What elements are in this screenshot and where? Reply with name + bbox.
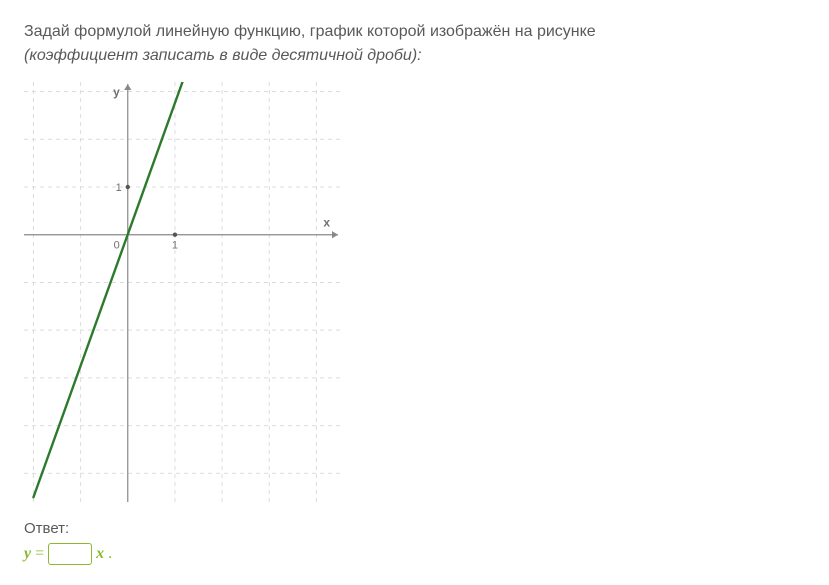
answer-period: . bbox=[108, 545, 112, 563]
answer-lhs-var: y bbox=[24, 545, 31, 563]
svg-text:1: 1 bbox=[172, 240, 178, 252]
answer-rhs-var: x bbox=[96, 545, 104, 563]
coefficient-input[interactable] bbox=[48, 543, 92, 565]
problem-main: Задай формулой линейную функцию, график … bbox=[24, 20, 805, 44]
linear-function-chart: 0 1 1 x y bbox=[24, 82, 340, 502]
svg-text:x: x bbox=[323, 216, 330, 230]
chart-container: 0 1 1 x y bbox=[24, 82, 805, 502]
svg-text:1: 1 bbox=[116, 182, 122, 194]
svg-text:0: 0 bbox=[114, 240, 120, 252]
answer-label: Ответ: bbox=[24, 520, 805, 537]
svg-text:y: y bbox=[113, 85, 120, 99]
problem-sub: (коэффициент записать в виде десятичной … bbox=[24, 44, 805, 68]
answer-equals: = bbox=[35, 545, 44, 563]
answer-expression: y = x. bbox=[24, 543, 805, 565]
problem-text: Задай формулой линейную функцию, график … bbox=[24, 20, 805, 68]
answer-block: Ответ: y = x. bbox=[24, 520, 805, 565]
